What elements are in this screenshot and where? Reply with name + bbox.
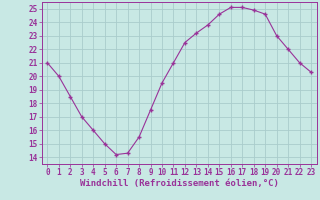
X-axis label: Windchill (Refroidissement éolien,°C): Windchill (Refroidissement éolien,°C) — [80, 179, 279, 188]
